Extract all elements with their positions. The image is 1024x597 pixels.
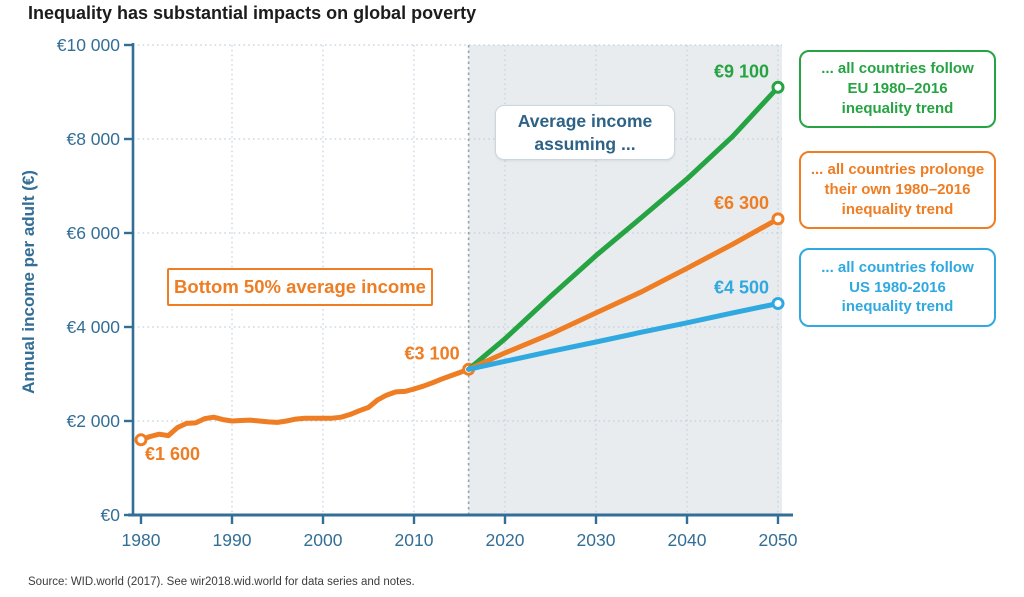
legend-eu-line1: ... all countries follow	[821, 60, 974, 78]
historical-bottom50-marker-1980	[134, 433, 148, 447]
projection-us-line	[466, 301, 781, 372]
legend-own-line3: inequality trend	[841, 200, 954, 218]
y-tick-label-2000: €2 000	[66, 411, 120, 431]
legend-eu-line3: inequality trend	[841, 99, 954, 117]
legend-eu-trend: ... all countries follow EU 1980–2016 in…	[799, 50, 996, 128]
point-label-€4500: €4 500	[714, 278, 769, 298]
y-tick-label-0: €0	[101, 505, 121, 525]
source-note: Source: WID.world (2017). See wir2018.wi…	[28, 576, 415, 588]
x-tick-label-1980: 1980	[122, 530, 161, 550]
legend-own-line2: their own 1980–2016	[824, 181, 971, 199]
projection-us-marker-2050	[771, 297, 785, 310]
legend-us-line1: ... all countries follow	[821, 258, 974, 276]
y-tick-label-10000: €10 000	[57, 35, 121, 55]
y-tick-label-8000: €8 000	[66, 129, 120, 149]
assuming-annotation-line2: assuming ...	[534, 133, 636, 154]
projection-eu-marker-2050	[771, 80, 785, 94]
assuming-annotation-box: Average income assuming ...	[495, 105, 675, 160]
legend-us-line3: inequality trend	[841, 298, 954, 316]
projection-own-line	[466, 216, 781, 372]
bottom50-annotation-box: Bottom 50% average income	[167, 268, 433, 306]
x-tick-label-1990: 1990	[213, 530, 252, 550]
x-tick-label-2030: 2030	[577, 530, 616, 550]
legend-own-line1: ... all countries prolonge	[810, 161, 985, 179]
point-label-€9100: €9 100	[714, 61, 769, 81]
x-tick-label-2050: 2050	[759, 530, 798, 550]
y-axis-title: Annual income per adult (€)	[19, 170, 38, 394]
legend-us-line2: US 1980-2016	[849, 278, 946, 296]
x-tick-label-2000: 2000	[304, 530, 343, 550]
point-label-€1600: €1 600	[145, 444, 200, 464]
legend-us-trend: ... all countries follow US 1980-2016 in…	[799, 248, 996, 327]
point-label-€3100: €3 100	[405, 343, 460, 363]
x-tick-label-2040: 2040	[668, 530, 707, 550]
projection-own-marker-2050	[771, 212, 785, 226]
projection-eu-line	[466, 84, 781, 372]
page-title: Inequality has substantial impacts on gl…	[28, 3, 477, 23]
y-tick-label-4000: €4 000	[66, 317, 120, 337]
point-label-€6300: €6 300	[714, 193, 769, 213]
x-tick-label-2010: 2010	[395, 530, 434, 550]
assuming-annotation-line1: Average income	[517, 110, 653, 131]
legend-eu-line2: EU 1980–2016	[847, 80, 948, 98]
y-tick-label-6000: €6 000	[66, 223, 120, 243]
legend-own-trend: ... all countries prolonge their own 198…	[799, 151, 996, 229]
historical-bottom50-line	[138, 366, 472, 443]
x-tick-label-2020: 2020	[486, 530, 525, 550]
